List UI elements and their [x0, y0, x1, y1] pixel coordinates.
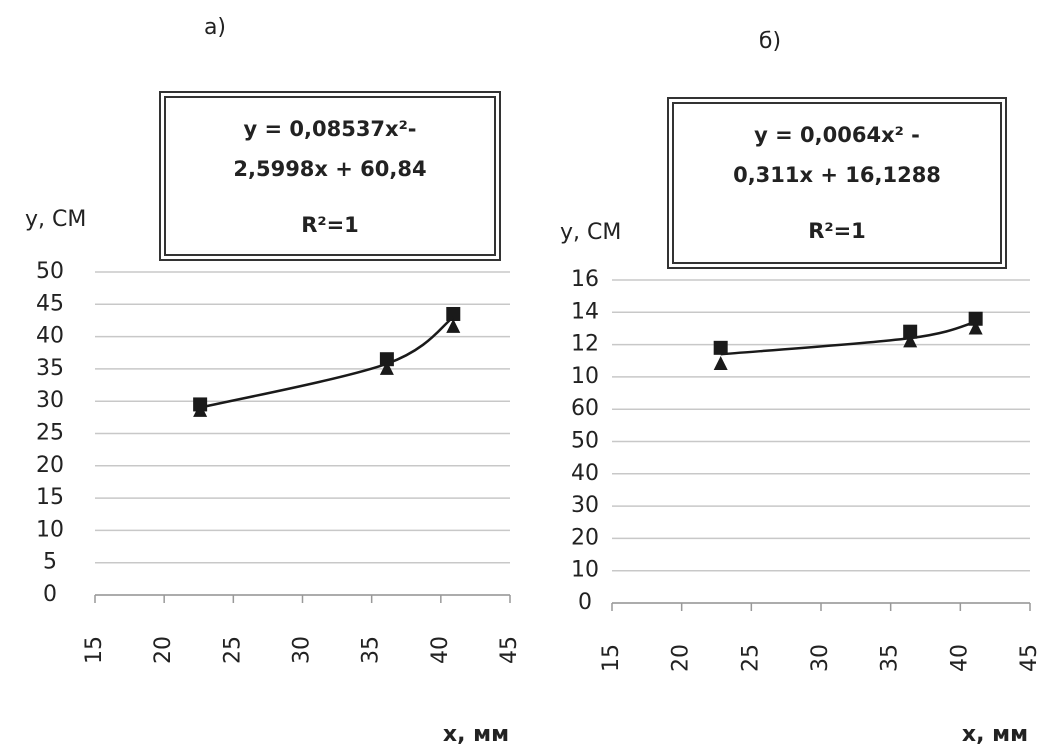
square-marker	[713, 340, 728, 355]
x-tick-label: 30	[808, 644, 833, 672]
trend-line	[199, 316, 455, 409]
y-tick-label: 14	[571, 299, 599, 324]
x-axis-label: х, мм	[443, 722, 509, 747]
y-tick-label: 0	[43, 582, 57, 607]
equation-box-inner	[164, 96, 496, 256]
x-tick-label: 45	[1017, 644, 1041, 672]
trend-line	[720, 320, 976, 356]
equation-line: y = 0,0064x² -	[754, 123, 920, 147]
equation-line: 0,311x + 16,1288	[733, 163, 941, 187]
y-tick-label: 20	[571, 525, 599, 550]
y-tick-label: 35	[36, 356, 64, 381]
x-tick-label: 40	[947, 644, 972, 672]
r-squared: R²=1	[808, 219, 866, 243]
x-tick-label: 35	[359, 636, 384, 664]
triangle-marker	[968, 320, 983, 335]
y-tick-label: 40	[36, 324, 64, 349]
y-axis-label: у, СМ	[25, 207, 86, 232]
x-tick-label: 15	[599, 644, 624, 672]
r-squared: R²=1	[301, 213, 359, 237]
square-marker	[446, 306, 461, 321]
x-tick-label: 20	[151, 636, 176, 664]
x-tick-label: 15	[82, 636, 107, 664]
triangle-marker	[379, 360, 394, 375]
triangle-marker	[903, 333, 918, 348]
equation-line: y = 0,08537x²-	[243, 117, 416, 141]
triangle-marker	[193, 402, 208, 417]
x-tick-label: 20	[669, 644, 694, 672]
y-tick-label: 5	[43, 550, 57, 575]
y-tick-label: 50	[36, 259, 64, 284]
equation-box	[159, 91, 501, 261]
x-tick-label: 35	[878, 644, 903, 672]
y-tick-label: 15	[36, 485, 64, 510]
y-tick-label: 25	[36, 421, 64, 446]
x-tick-label: 45	[497, 636, 522, 664]
equation-box	[667, 97, 1007, 269]
panel-title: б)	[759, 29, 781, 54]
x-tick-label: 25	[738, 644, 763, 672]
x-tick-label: 40	[428, 636, 453, 664]
square-marker	[903, 324, 918, 339]
y-tick-label: 10	[571, 558, 599, 583]
x-tick-label: 25	[220, 636, 245, 664]
x-axis-label: х, мм	[962, 722, 1028, 747]
y-tick-label: 10	[36, 517, 64, 542]
y-tick-label: 10	[571, 364, 599, 389]
y-tick-label: 16	[571, 267, 599, 292]
y-tick-label: 12	[571, 332, 599, 357]
triangle-marker	[713, 355, 728, 370]
y-tick-label: 0	[578, 590, 592, 615]
y-tick-label: 30	[571, 493, 599, 518]
panel-title: а)	[204, 15, 226, 40]
y-axis-label: у, СМ	[560, 220, 621, 245]
equation-line: 2,5998x + 60,84	[233, 157, 426, 181]
y-tick-label: 20	[36, 453, 64, 478]
y-tick-label: 40	[571, 461, 599, 486]
y-tick-label: 50	[571, 429, 599, 454]
y-tick-label: 30	[36, 388, 64, 413]
y-tick-label: 60	[571, 396, 599, 421]
x-tick-label: 30	[290, 636, 315, 664]
equation-box-inner	[672, 102, 1002, 264]
y-tick-label: 45	[36, 291, 64, 316]
triangle-marker	[446, 318, 461, 333]
